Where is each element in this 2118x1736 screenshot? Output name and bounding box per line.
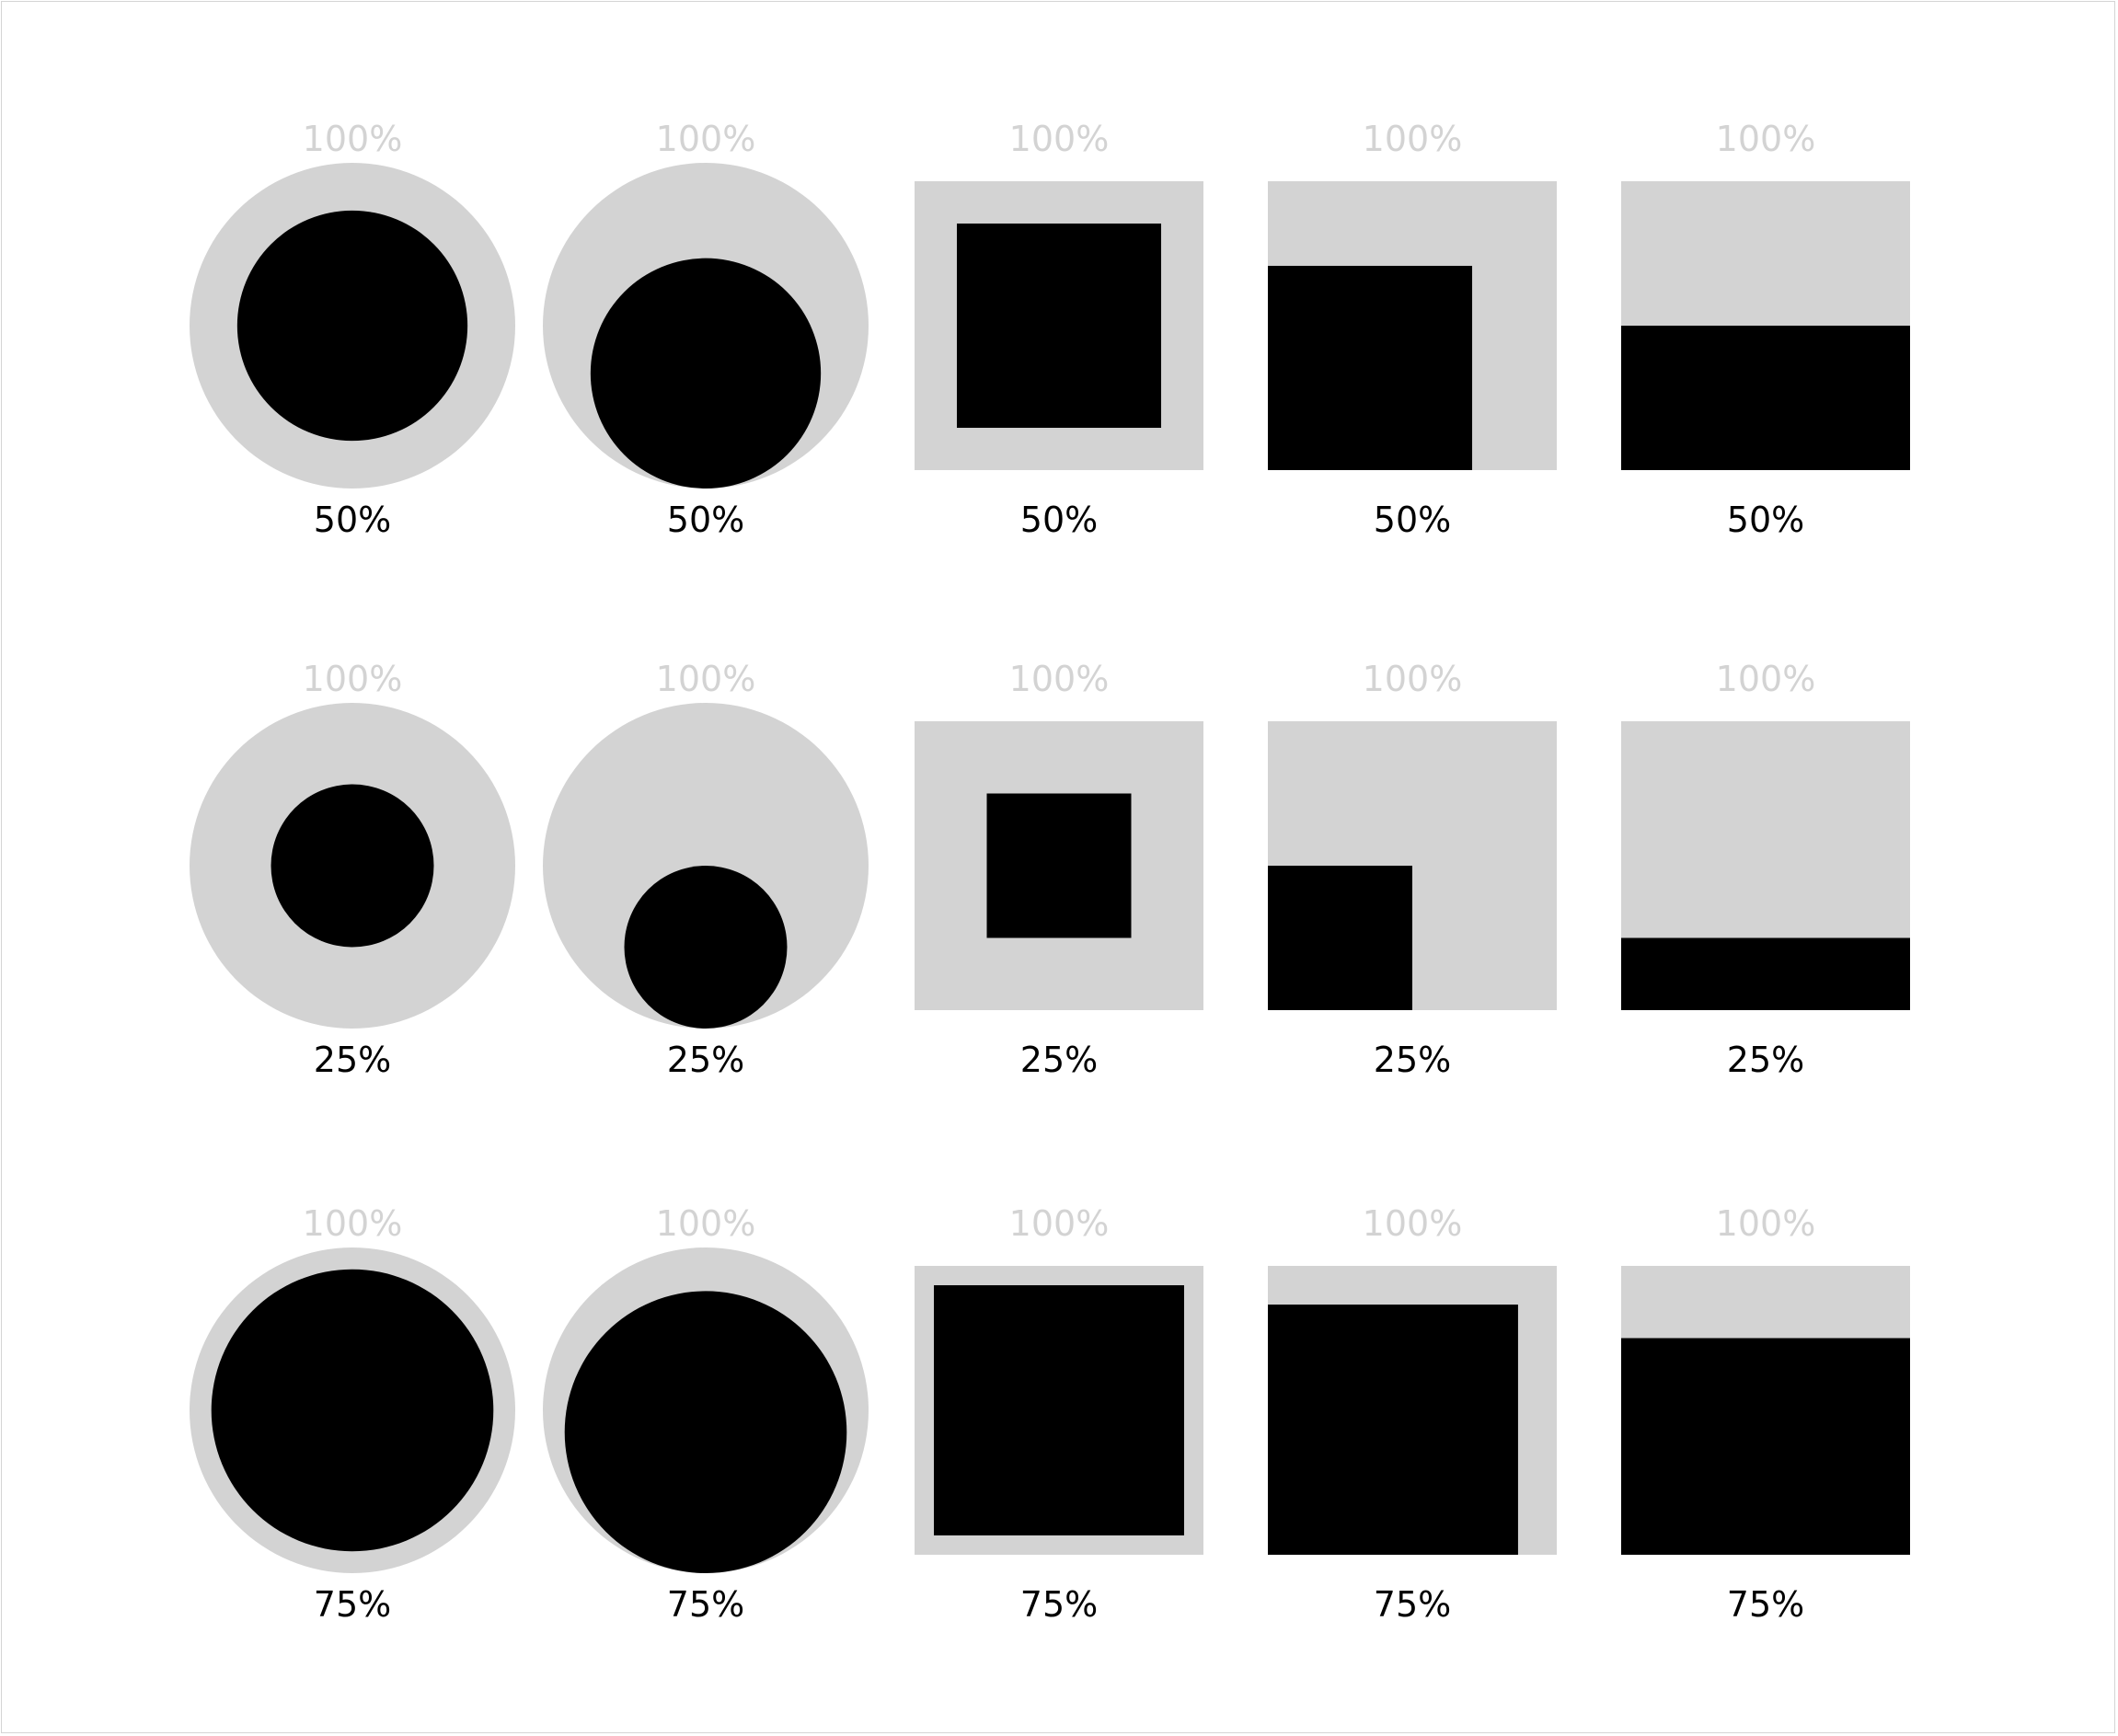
part-label: 50% (1020, 500, 1098, 540)
whole-label: 100% (303, 659, 403, 699)
part-square (934, 1285, 1184, 1535)
part-label: 75% (667, 1584, 744, 1625)
part-label: 50% (314, 500, 391, 540)
whole-label: 100% (1009, 119, 1110, 159)
part-label: 25% (1020, 1040, 1098, 1080)
whole-label: 100% (1716, 659, 1816, 699)
whole-label: 100% (656, 1203, 756, 1244)
whole-label: 100% (656, 659, 756, 699)
part-label: 75% (1727, 1584, 1804, 1625)
part-bar (1621, 326, 1910, 470)
part-label: 50% (1374, 500, 1451, 540)
part-label: 75% (1374, 1584, 1451, 1625)
part-label: 25% (1374, 1040, 1451, 1080)
whole-label: 100% (1363, 119, 1463, 159)
part-circle (211, 1269, 494, 1552)
part-square (1268, 265, 1473, 470)
whole-label: 100% (1009, 1203, 1110, 1244)
part-bar (1621, 1338, 1910, 1555)
part-square (1268, 866, 1412, 1010)
whole-label: 100% (1716, 119, 1816, 159)
part-label: 25% (1727, 1040, 1804, 1080)
part-circle (590, 258, 822, 489)
part-circle (564, 1291, 847, 1573)
part-bar (1621, 937, 1910, 1010)
part-circle (236, 210, 468, 442)
whole-label: 100% (1363, 659, 1463, 699)
part-label: 25% (314, 1040, 391, 1080)
whole-label: 100% (1716, 1203, 1816, 1244)
part-label: 75% (314, 1584, 391, 1625)
whole-label: 100% (656, 119, 756, 159)
part-circle (624, 866, 788, 1029)
part-label: 25% (667, 1040, 744, 1080)
part-label: 75% (1020, 1584, 1098, 1625)
part-square (956, 223, 1162, 429)
whole-label: 100% (303, 119, 403, 159)
part-square (1268, 1305, 1518, 1555)
part-label: 50% (1727, 500, 1804, 540)
whole-label: 100% (1363, 1203, 1463, 1244)
part-label: 50% (667, 500, 744, 540)
whole-label: 100% (303, 1203, 403, 1244)
part-circle (271, 784, 434, 948)
whole-label: 100% (1009, 659, 1110, 699)
part-square (986, 793, 1132, 938)
